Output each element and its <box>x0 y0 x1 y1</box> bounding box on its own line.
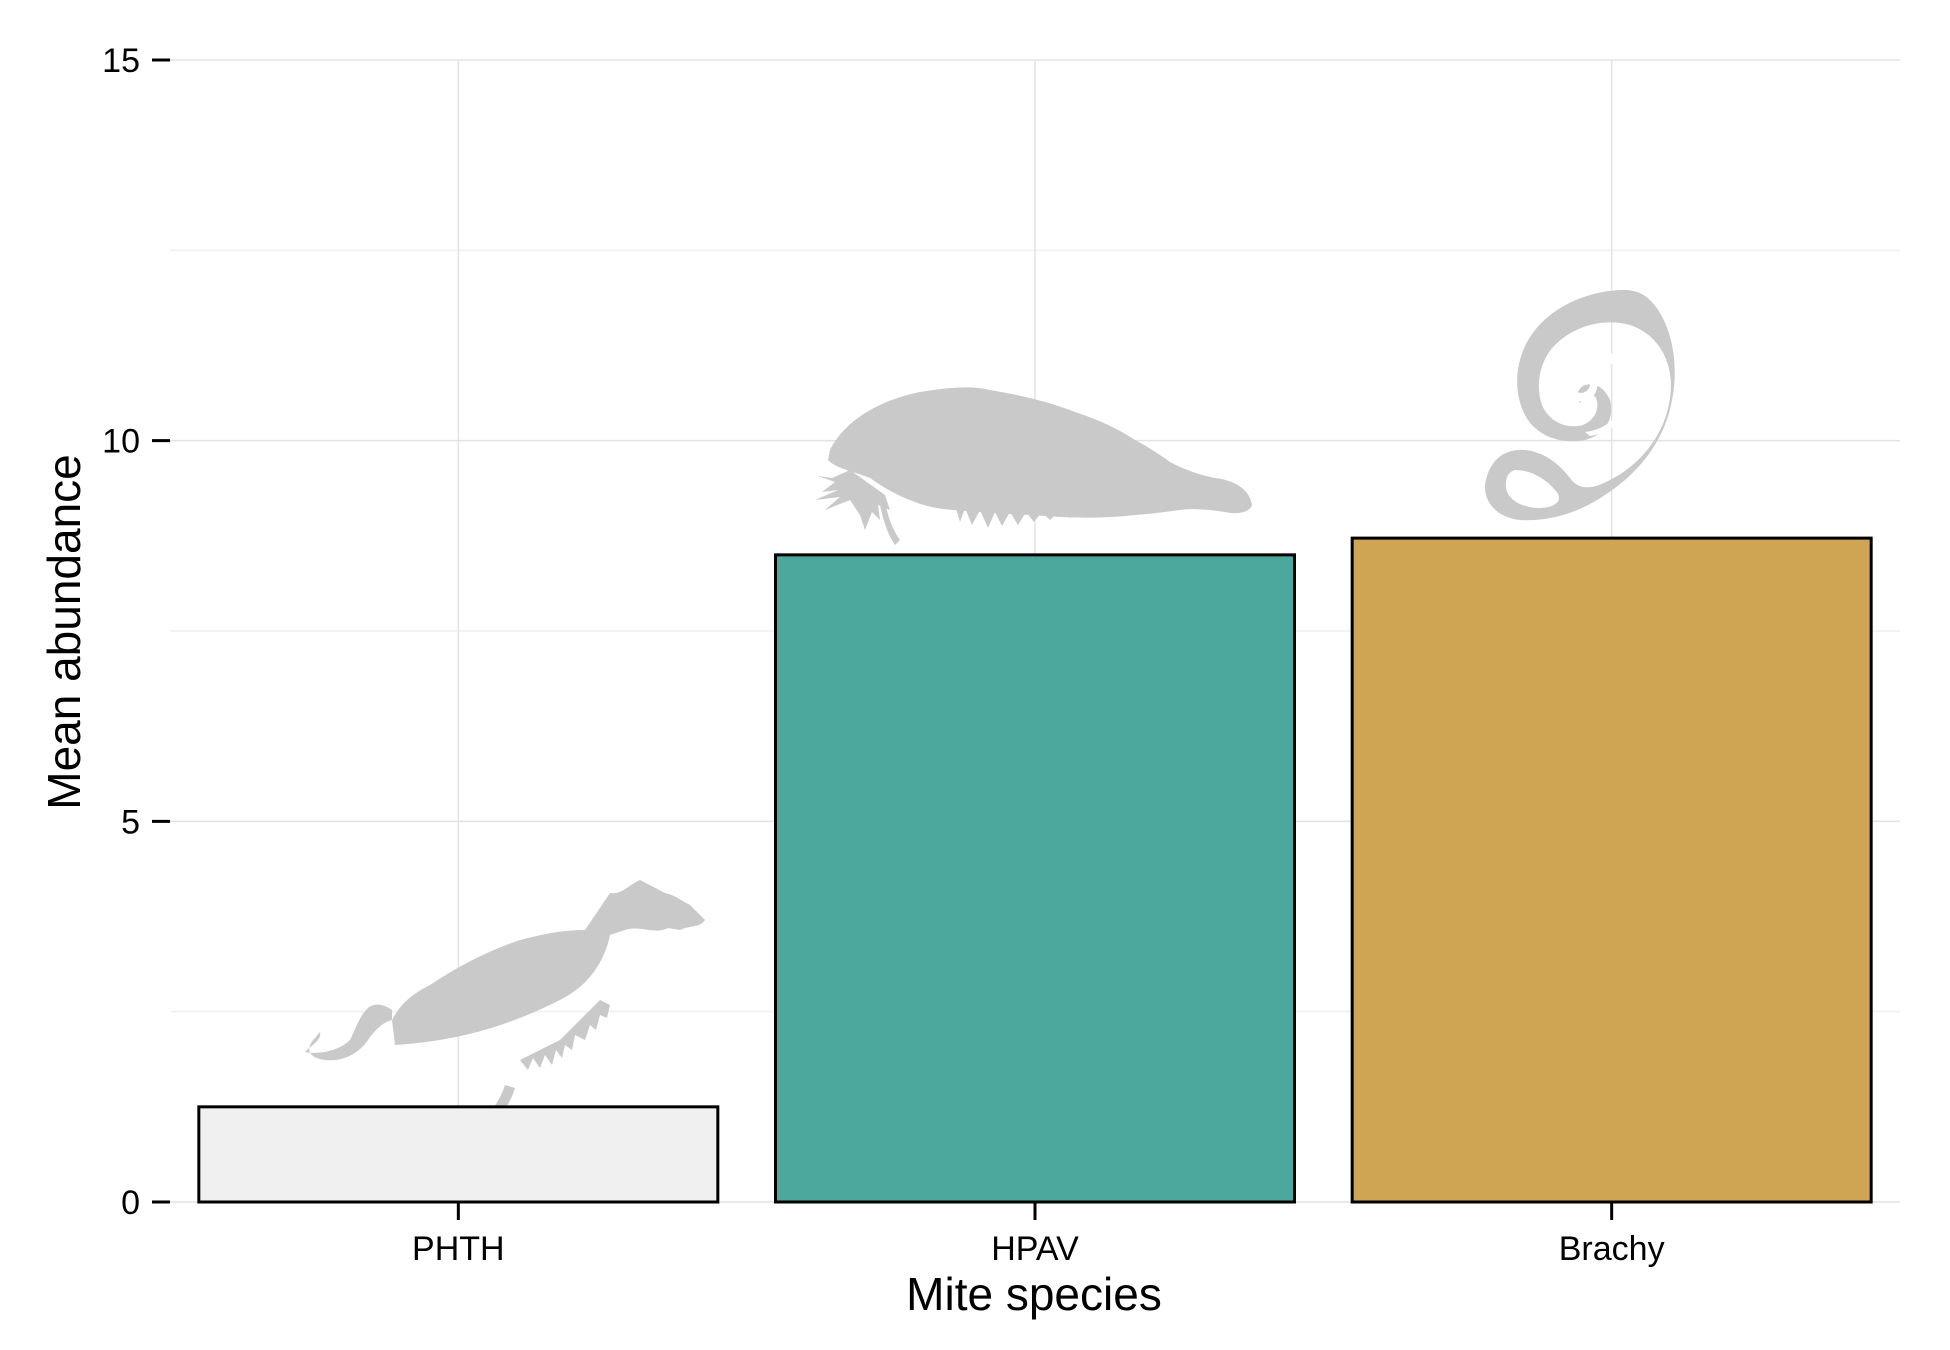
x-tick-label: PHTH <box>412 1230 505 1268</box>
y-axis-title: Mean abundance <box>38 454 90 810</box>
x-axis-title: Mite species <box>906 1268 1162 1320</box>
brachy-spiral-silhouette-icon <box>1484 290 1675 521</box>
bars <box>197 536 1873 1204</box>
x-tick-label: HPAV <box>991 1230 1079 1268</box>
hpav-mite-silhouette-icon <box>815 387 1252 545</box>
species-silhouettes <box>305 290 1675 1190</box>
axes: 0 5 10 15 PHTH HPAV Brachy <box>102 42 1664 1268</box>
bar-phth <box>197 1105 720 1204</box>
y-tick-label: 10 <box>102 423 140 461</box>
y-tick-label: 0 <box>121 1184 140 1222</box>
bar-brachy <box>1350 536 1873 1204</box>
x-tick-label: Brachy <box>1559 1230 1665 1268</box>
y-tick-label: 15 <box>102 42 140 80</box>
bar-hpav <box>774 553 1296 1204</box>
y-tick-label: 5 <box>121 803 140 841</box>
